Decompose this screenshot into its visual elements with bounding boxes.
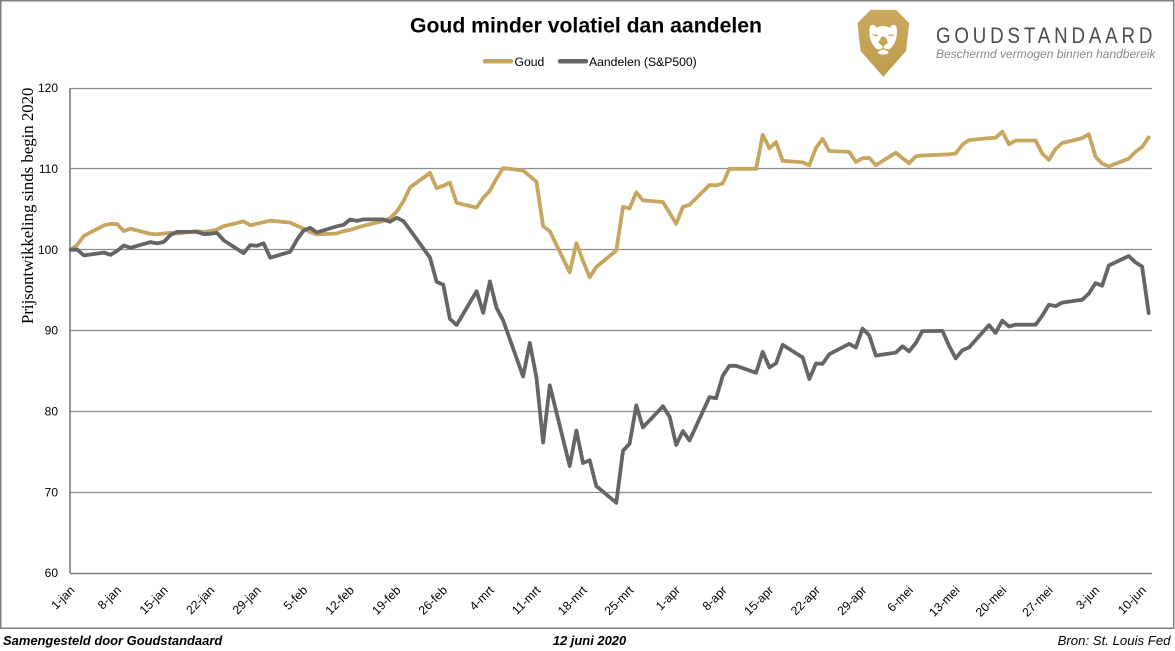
svg-text:120: 120 (38, 81, 58, 95)
svg-text:60: 60 (45, 566, 59, 580)
svg-text:70: 70 (45, 485, 59, 499)
svg-text:Samengesteld door Goudstandaar: Samengesteld door Goudstandaard (3, 633, 223, 648)
svg-text:Aandelen (S&P500): Aandelen (S&P500) (589, 55, 697, 69)
svg-text:Goud: Goud (515, 55, 545, 69)
svg-text:Goud minder volatiel dan aande: Goud minder volatiel dan aandelen (410, 15, 762, 38)
svg-text:90: 90 (45, 324, 59, 338)
svg-text:Beschermd vermogen binnen hand: Beschermd vermogen binnen handbereik (936, 47, 1156, 61)
svg-text:110: 110 (39, 162, 58, 176)
svg-text:Bron: St. Louis Fed: Bron: St. Louis Fed (1058, 633, 1172, 648)
svg-text:12 juni 2020: 12 juni 2020 (553, 633, 627, 648)
svg-text:100: 100 (38, 243, 58, 257)
svg-text:Prijsontwikkeling sinds begin: Prijsontwikkeling sinds begin 2020 (18, 88, 37, 324)
svg-text:GOUDSTANDAARD: GOUDSTANDAARD (936, 25, 1156, 49)
svg-text:80: 80 (45, 405, 59, 419)
